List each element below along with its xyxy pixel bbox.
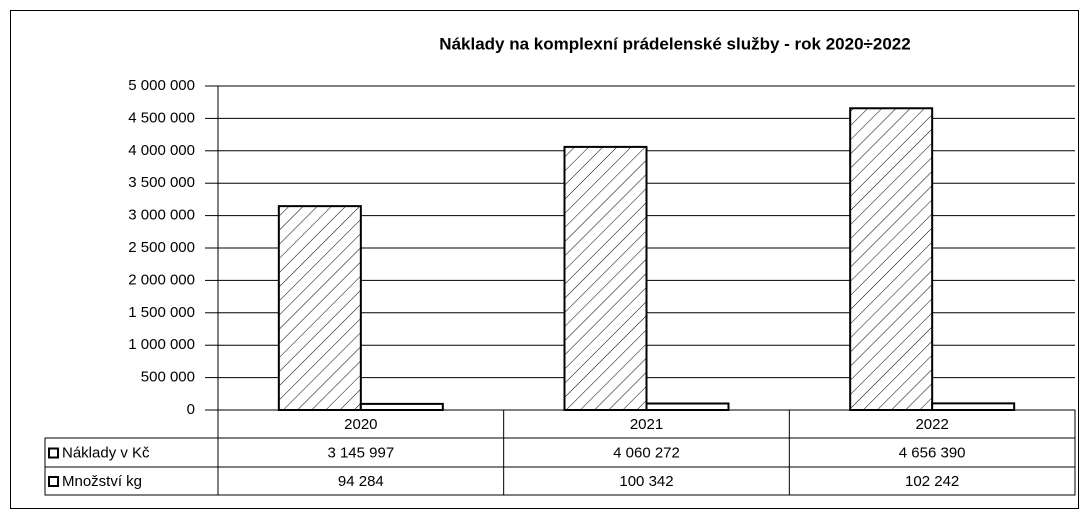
y-tick-label: 3 500 000 [128, 174, 195, 191]
bar [931, 402, 1016, 412]
bar [359, 402, 444, 412]
y-tick-label: 1 000 000 [128, 336, 195, 353]
y-tick-label: 3 000 000 [128, 207, 195, 224]
x-tick-label: 2022 [915, 416, 948, 433]
y-tick-label: 1 500 000 [128, 304, 195, 321]
y-tick-label: 2 000 000 [128, 271, 195, 288]
x-tick-label: 2021 [630, 416, 663, 433]
table-value: 94 284 [338, 473, 384, 490]
table-value: 4 656 390 [899, 444, 966, 461]
table-value: 3 145 997 [327, 444, 394, 461]
bar [645, 402, 730, 411]
x-tick-label: 2020 [344, 416, 377, 433]
y-tick-label: 4 000 000 [128, 142, 195, 159]
bar [563, 145, 648, 411]
table-value: 100 342 [619, 473, 673, 490]
y-tick-label: 0 [187, 401, 195, 418]
y-tick-label: 500 000 [141, 369, 195, 386]
chart-title: Náklady na komplexní prádelenské služby … [439, 34, 910, 53]
y-tick-label: 5 000 000 [128, 77, 195, 94]
legend-label: Množství kg [62, 473, 142, 490]
legend-label: Náklady v Kč [62, 444, 150, 461]
table-value: 4 060 272 [613, 444, 680, 461]
bar [277, 205, 362, 411]
legend-key [48, 476, 59, 487]
table-value: 102 242 [905, 473, 959, 490]
y-tick-label: 2 500 000 [128, 239, 195, 256]
bar [849, 107, 934, 411]
legend-key [48, 447, 59, 459]
y-tick-label: 4 500 000 [128, 109, 195, 126]
